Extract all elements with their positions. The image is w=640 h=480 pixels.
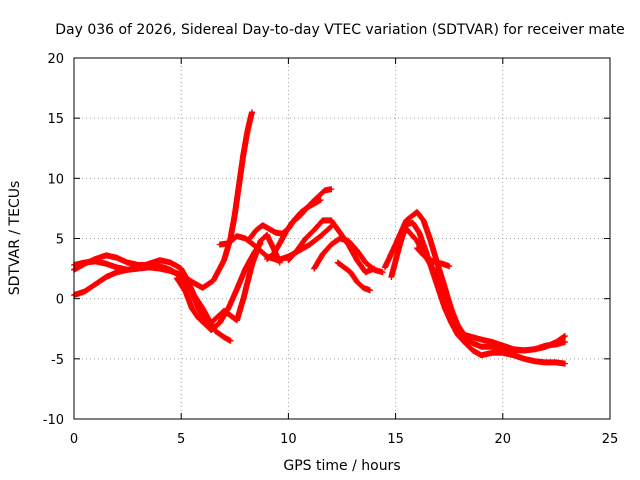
y-tick-label: 10: [47, 172, 64, 187]
series-track-j: [334, 259, 373, 294]
series-markers-track-i: [311, 235, 386, 276]
y-axis-title: SDTVAR / TECUs: [7, 181, 23, 296]
y-tick-label: -5: [51, 353, 64, 368]
y-tick-label: 15: [47, 112, 64, 127]
y-tick-label: 0: [56, 293, 64, 308]
y-tick-label: 5: [56, 233, 64, 248]
series-markers-track-n: [414, 245, 453, 270]
chart-title: Day 036 of 2026, Sidereal Day-to-day VTE…: [55, 22, 625, 38]
series-markers-track-d: [173, 240, 264, 333]
x-tick-label: 15: [387, 432, 404, 447]
series-markers-track-g: [264, 186, 335, 262]
series-track-m: [403, 225, 568, 354]
data-points: [71, 109, 568, 367]
x-tick-label: 0: [70, 432, 78, 447]
series-track-g: [264, 186, 335, 262]
series-track-d: [173, 240, 264, 333]
x-axis-title: GPS time / hours: [283, 458, 400, 474]
series-markers-track-j: [334, 259, 373, 294]
series-markers-track-m: [403, 225, 568, 354]
x-tick-label: 25: [602, 432, 619, 447]
x-tick-label: 20: [495, 432, 512, 447]
y-tick-label: -10: [43, 413, 64, 428]
y-tick-label: 20: [47, 52, 64, 67]
series-track-n: [414, 245, 453, 270]
axis-ticks: 0 5 10 15 20 25 -10 -5 0 5 10 15 20: [43, 52, 619, 447]
series-track-i: [311, 235, 386, 276]
x-tick-label: 5: [177, 432, 185, 447]
x-tick-label: 10: [280, 432, 297, 447]
